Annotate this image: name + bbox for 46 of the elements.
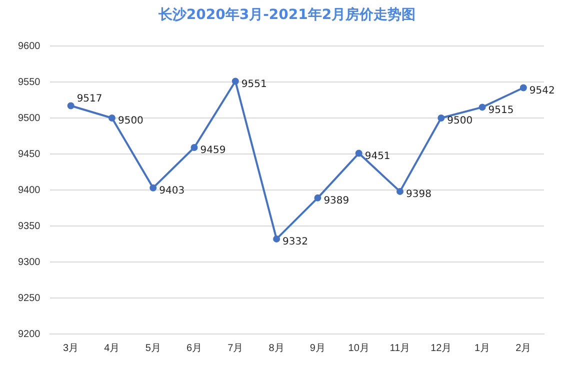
x-tick-label: 7月 — [228, 342, 244, 354]
data-label: 9542 — [529, 85, 555, 96]
data-label: 9451 — [364, 150, 390, 162]
x-tick-label: 6月 — [186, 342, 202, 354]
x-tick-label: 11月 — [390, 342, 410, 354]
y-tick-label: 9250 — [18, 292, 41, 304]
y-tick-label: 9600 — [18, 40, 41, 52]
data-label: 9389 — [324, 196, 350, 207]
y-tick-label: 9500 — [18, 112, 41, 124]
x-tick-label: 10月 — [348, 342, 370, 354]
data-label: 9459 — [200, 145, 226, 156]
x-tick-label: 2月 — [516, 342, 532, 354]
point — [108, 114, 116, 122]
y-tick-label: 9550 — [18, 76, 41, 88]
point — [150, 184, 157, 192]
point — [67, 102, 74, 110]
x-tick-label: 4月 — [104, 342, 120, 354]
y-tick-label: 9400 — [18, 184, 41, 196]
x-tick-label: 12月 — [430, 342, 452, 354]
point — [314, 194, 322, 202]
point — [190, 144, 198, 152]
x-tick-label: 3月 — [63, 342, 79, 354]
point — [355, 150, 362, 157]
data-label: 9398 — [406, 189, 432, 200]
point — [396, 188, 404, 195]
point — [273, 235, 280, 242]
data-label: 9403 — [159, 185, 185, 196]
data-label: 9515 — [488, 104, 514, 116]
y-tick-label: 9300 — [18, 256, 41, 268]
x-tick-label: 5月 — [145, 342, 161, 354]
x-tick-label: 8月 — [268, 342, 284, 354]
point — [520, 84, 527, 92]
data-label: 9551 — [241, 78, 267, 90]
y-tick-label: 9200 — [18, 328, 41, 340]
data-label: 9500 — [447, 116, 473, 127]
point — [478, 104, 486, 111]
data-label: 9517 — [76, 93, 102, 104]
point — [438, 114, 445, 122]
chart-title: 长沙2020年3月-2021年2月房价走势图 — [157, 6, 417, 24]
data-label: 9500 — [118, 116, 144, 127]
y-tick-label: 9450 — [18, 148, 41, 160]
x-tick-label: 9月 — [310, 342, 326, 354]
y-tick-label: 9350 — [18, 220, 41, 232]
point — [232, 78, 239, 85]
x-tick-label: 1月 — [474, 342, 490, 354]
data-label: 9332 — [282, 236, 308, 248]
